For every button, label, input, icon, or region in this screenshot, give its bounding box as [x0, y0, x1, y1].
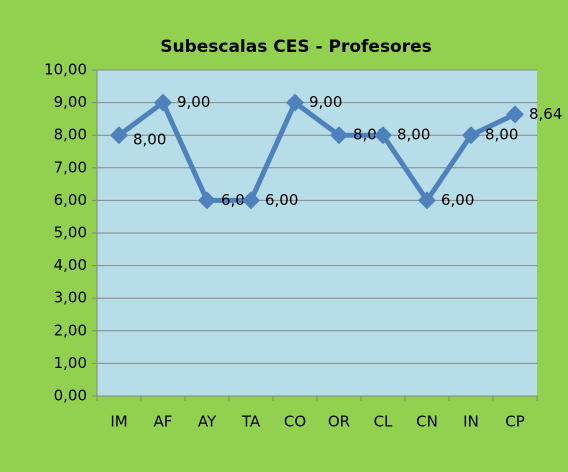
- marker: [110, 126, 128, 145]
- data-label: 8,00: [485, 126, 518, 144]
- y-tick-label: 8,00: [54, 126, 87, 144]
- y-tick-label: 6,00: [54, 191, 87, 209]
- data-label: 6,00: [441, 191, 474, 209]
- x-tick-label: AF: [154, 413, 173, 431]
- marker: [154, 93, 172, 112]
- data-label: 8,00: [133, 131, 166, 149]
- data-label: 8,00: [397, 126, 430, 144]
- x-tick-label: CN: [416, 413, 438, 431]
- y-tick-label: 10,00: [44, 61, 87, 79]
- marker: [506, 105, 524, 124]
- x-tick-label: AY: [198, 413, 217, 431]
- y-tick-label: 5,00: [54, 224, 87, 242]
- y-tick-label: 7,00: [54, 158, 87, 176]
- data-label: 6,00: [265, 191, 298, 209]
- x-tick-label: IN: [463, 413, 479, 431]
- marker: [374, 126, 392, 145]
- y-tick-label: 4,00: [54, 256, 87, 274]
- y-tick-label: 1,00: [54, 354, 87, 372]
- x-tick-label: CO: [284, 413, 306, 431]
- marker: [242, 191, 260, 210]
- chart-title: Subescalas CES - Profesores: [160, 37, 432, 57]
- y-tick-label: 2,00: [54, 321, 87, 339]
- data-label: 9,00: [309, 93, 342, 111]
- y-tick-label: 3,00: [54, 289, 87, 307]
- y-tick-label: 0,00: [54, 387, 87, 405]
- x-tick-label: CP: [505, 413, 525, 431]
- x-tick-label: IM: [110, 413, 127, 431]
- x-tick-label: TA: [241, 413, 261, 431]
- marker: [330, 126, 348, 145]
- marker: [198, 191, 216, 210]
- marker: [418, 191, 436, 210]
- marker: [286, 93, 304, 112]
- data-label: 8,64: [529, 105, 562, 123]
- marker: [462, 126, 480, 145]
- y-tick-label: 9,00: [54, 93, 87, 111]
- x-tick-label: CL: [374, 413, 393, 431]
- line: [117, 100, 517, 203]
- data-label: 9,00: [177, 93, 210, 111]
- x-tick-label: OR: [328, 413, 350, 431]
